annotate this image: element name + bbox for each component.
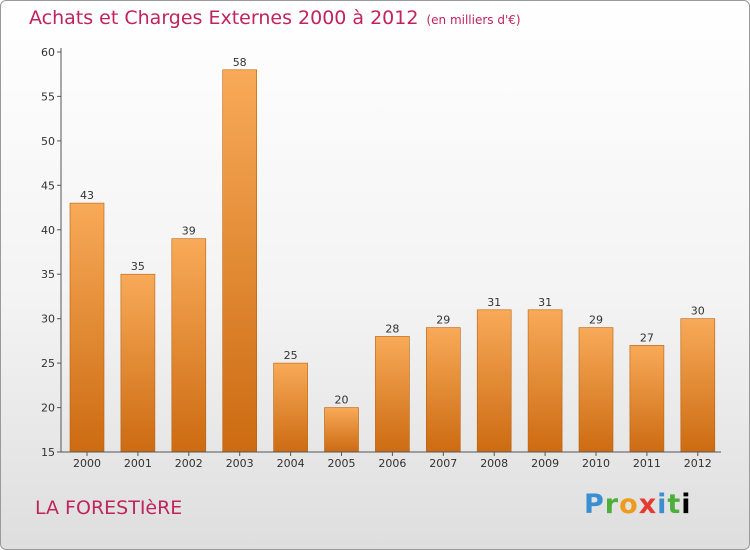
bar-2010 <box>578 327 614 453</box>
value-label-2007: 29 <box>436 314 450 327</box>
bar-2007 <box>425 327 461 453</box>
y-tick-label-50: 50 <box>41 135 55 148</box>
x-tick-label-2008: 2008 <box>480 457 508 470</box>
value-label-2001: 35 <box>131 260 145 273</box>
bar-2012 <box>680 318 716 453</box>
bar-2011 <box>629 344 665 453</box>
bar-2000 <box>69 202 105 453</box>
bar-2008 <box>476 309 512 453</box>
value-label-2011: 27 <box>640 331 654 344</box>
bar-2009 <box>527 309 563 453</box>
x-tick-label-2004: 2004 <box>277 457 305 470</box>
chart-subtitle: (en milliers d'€) <box>426 13 521 27</box>
bar-2005 <box>324 407 359 453</box>
proxiti-logo: Proxiti <box>584 489 692 520</box>
y-tick-label-45: 45 <box>41 179 55 192</box>
y-tick-label-35: 35 <box>41 268 55 281</box>
value-label-2000: 43 <box>80 189 94 202</box>
bar-2002 <box>171 238 207 453</box>
x-tick-label-2006: 2006 <box>378 457 406 470</box>
bar-2004 <box>273 362 308 453</box>
y-tick-label-25: 25 <box>41 357 55 370</box>
y-tick-label-40: 40 <box>41 224 55 237</box>
value-label-2008: 31 <box>487 296 501 309</box>
x-tick-label-2009: 2009 <box>531 457 559 470</box>
x-tick-label-2003: 2003 <box>226 457 254 470</box>
x-tick-label-2000: 2000 <box>73 457 101 470</box>
value-label-2012: 30 <box>691 305 705 318</box>
bar-2006 <box>375 336 410 453</box>
chart-title-text: Achats et Charges Externes 2000 à 2012 <box>29 7 419 29</box>
x-tick-label-2007: 2007 <box>429 457 457 470</box>
y-tick-label-55: 55 <box>41 90 55 103</box>
y-tick-label-60: 60 <box>41 46 55 59</box>
y-tick-label-30: 30 <box>41 313 55 326</box>
x-tick-label-2010: 2010 <box>582 457 610 470</box>
y-tick-label-15: 15 <box>41 446 55 459</box>
value-label-2009: 31 <box>538 296 552 309</box>
value-label-2004: 25 <box>284 349 298 362</box>
x-tick-label-2011: 2011 <box>633 457 661 470</box>
x-tick-label-2002: 2002 <box>175 457 203 470</box>
value-label-2010: 29 <box>589 314 603 327</box>
chart-title: Achats et Charges Externes 2000 à 2012 (e… <box>29 7 521 29</box>
bar-2003 <box>222 69 257 453</box>
x-tick-label-2001: 2001 <box>124 457 152 470</box>
value-label-2006: 28 <box>385 322 399 335</box>
bar-2001 <box>120 273 156 453</box>
value-label-2003: 58 <box>233 56 247 69</box>
place-name: LA FORESTIèRE <box>35 497 183 519</box>
value-label-2005: 20 <box>335 394 349 407</box>
x-tick-label-2012: 2012 <box>684 457 712 470</box>
y-tick-label-20: 20 <box>41 402 55 415</box>
x-tick-label-2005: 2005 <box>328 457 356 470</box>
value-label-2002: 39 <box>182 225 196 238</box>
